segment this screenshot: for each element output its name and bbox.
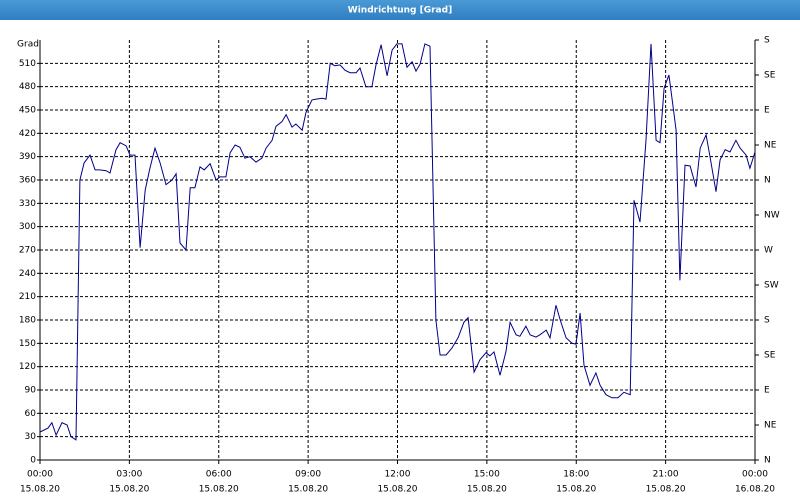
title-bar [0,0,800,20]
x-tick-date: 15.08.20 [199,485,239,495]
y2-tick-label: E [764,106,770,116]
y2-tick-label: SE [764,71,776,81]
y-tick-label: 390 [19,152,36,162]
x-tick-date: 15.08.20 [20,485,60,495]
y-tick-label: 90 [25,386,37,396]
y-tick-label: 180 [19,316,36,326]
y2-tick-label: NE [764,421,777,431]
data-line [39,43,756,441]
y2-tick-label: N [764,176,771,186]
x-tick-date: 15.08.20 [467,485,507,495]
x-tick-date: 15.08.20 [646,485,686,495]
y-tick-label: 0 [30,456,36,466]
x-tick-date: 16.08.20 [735,485,775,495]
y-tick-label: 450 [19,106,36,116]
y-tick-label: 480 [19,82,36,92]
y2-tick-label: N [764,456,771,466]
y-tick-label: 210 [19,292,36,302]
y2-tick-label: NE [764,141,777,151]
y-tick-label: 120 [19,362,36,372]
y2-tick-label: W [764,246,773,256]
y2-tick-label: NW [764,211,780,221]
y2-tick-label: SE [764,351,776,361]
y-axis-label: Grad [17,40,39,50]
chart-title: Windrichtung [Grad] [348,6,452,16]
y2-tick-label: S [764,36,770,46]
x-tick-label: 15:00 [474,470,500,480]
y2-tick-label: S [764,316,770,326]
y2-tick-label: E [764,386,770,396]
y-tick-label: 420 [19,129,36,139]
y-tick-label: 360 [19,176,36,186]
x-tick-label: 03:00 [116,470,142,480]
x-tick-date: 15.08.20 [109,485,149,495]
x-tick-label: 09:00 [295,470,321,480]
x-tick-label: 12:00 [385,470,411,480]
y-tick-label: 150 [19,339,36,349]
y-tick-label: 240 [19,269,36,279]
y-tick-label: 60 [25,409,37,419]
y-tick-label: 510 [19,59,36,69]
x-tick-date: 15.08.20 [377,485,417,495]
y-tick-label: 330 [19,199,36,209]
x-tick-date: 15.08.20 [556,485,596,495]
y2-tick-label: SW [764,281,779,291]
x-tick-date: 15.08.20 [288,485,328,495]
x-tick-label: 21:00 [653,470,679,480]
y-tick-label: 30 [25,432,37,442]
x-tick-label: 18:00 [563,470,589,480]
y-tick-label: 270 [19,246,36,256]
x-tick-label: 06:00 [206,470,232,480]
x-tick-label: 00:00 [27,470,53,480]
y-tick-label: 300 [19,222,36,232]
x-tick-label: 00:00 [742,470,768,480]
